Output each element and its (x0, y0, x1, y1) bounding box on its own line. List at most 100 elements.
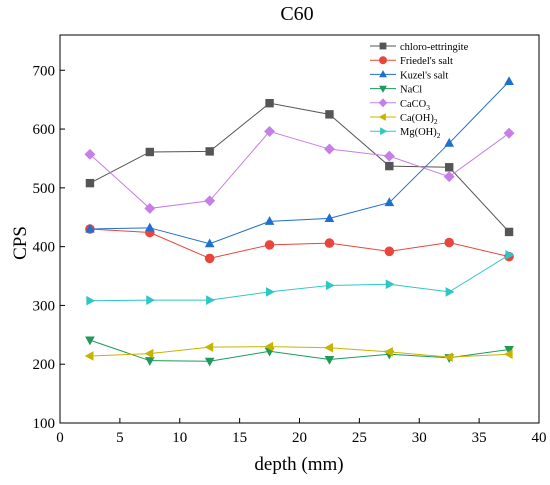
data-point-caco3 (323, 143, 335, 155)
series-layer (84, 76, 515, 367)
data-point-caco3 (443, 171, 455, 183)
series-line-nacl (89, 339, 510, 362)
data-point-chloro-ettringite (205, 147, 214, 156)
data-point-mg-oh-2 (325, 280, 335, 291)
series-mg-oh-2 (86, 250, 515, 306)
data-point-caco3 (204, 195, 216, 207)
data-point-chloro-ettringite (385, 161, 394, 171)
data-point-kuzel-s-salt (444, 137, 455, 147)
data-point-ca-oh-2 (84, 351, 94, 361)
series-ca-oh-2 (84, 341, 513, 362)
x-tick-label: 30 (412, 430, 427, 446)
legend-item-nacl: NaCl (370, 85, 422, 96)
legend-label: chloro-ettringite (400, 42, 469, 53)
series-line-friedel-s-salt (89, 228, 510, 259)
x-tick-label: 15 (232, 430, 247, 446)
legend-item-friedel-s-salt: Friedel's salt (370, 56, 453, 67)
y-tick-label: 100 (33, 416, 56, 432)
data-point-kuzel-s-salt (324, 213, 335, 222)
legend-label: CaCO3 (400, 99, 430, 112)
data-point-kuzel-s-salt (204, 238, 215, 248)
x-tick-label: 20 (292, 430, 307, 446)
series-kuzel-s-salt (85, 76, 514, 248)
x-tick-label: 40 (532, 430, 547, 446)
x-axis-title: depth (mm) (254, 454, 343, 475)
data-point-mg-oh-2 (385, 279, 395, 290)
legend-marker (379, 85, 387, 93)
legend-label: Mg(OH)2 (400, 127, 441, 140)
y-tick-label: 200 (33, 357, 56, 373)
data-point-nacl (504, 345, 514, 355)
data-point-friedel-s-salt (444, 237, 454, 248)
data-point-mg-oh-2 (445, 287, 455, 297)
legend-label: Ca(OH)2 (400, 113, 438, 126)
legend-item-chloro-ettringite: chloro-ettringite (370, 42, 469, 53)
data-point-mg-oh-2 (86, 295, 96, 306)
legend-marker (379, 42, 387, 50)
legend-marker (379, 70, 387, 78)
series-line-ca-oh-2 (89, 346, 510, 358)
data-point-ca-oh-2 (144, 348, 154, 359)
data-point-chloro-ettringite (444, 163, 454, 172)
x-tick-label: 10 (172, 430, 187, 446)
data-point-caco3 (84, 148, 96, 160)
data-point-chloro-ettringite (145, 147, 155, 157)
series-line-mg-oh-2 (89, 254, 510, 302)
axis-ticks: 0 5 10 15 20 25 30 35 40 100 200 300 400 500 600 700 (33, 63, 547, 446)
data-point-caco3 (503, 127, 515, 139)
data-point-nacl (204, 357, 215, 367)
legend-marker (380, 127, 388, 136)
legend-label: Friedel's salt (400, 56, 453, 67)
data-point-kuzel-s-salt (264, 216, 275, 225)
legend-item-ca-oh-2: Ca(OH)2 (370, 113, 438, 126)
data-point-caco3 (383, 150, 395, 162)
data-point-ca-oh-2 (264, 341, 274, 352)
data-point-mg-oh-2 (265, 287, 275, 297)
legend-item-kuzel-s-salt: Kuzel's salt (370, 70, 448, 81)
y-tick-label: 700 (33, 63, 56, 79)
x-tick-label: 5 (116, 430, 124, 446)
legend-item-caco3: CaCO3 (370, 98, 430, 112)
data-point-nacl (324, 355, 335, 365)
data-point-nacl (85, 336, 95, 346)
legend-item-mg-oh-2: Mg(OH)2 (370, 127, 441, 140)
x-tick-label: 0 (56, 430, 64, 446)
y-axis-title: CPS (10, 226, 31, 260)
series-line-caco3 (89, 130, 510, 209)
data-point-kuzel-s-salt (504, 76, 514, 86)
data-point-mg-oh-2 (505, 250, 515, 260)
series-caco3 (84, 125, 515, 214)
data-point-friedel-s-salt (324, 238, 335, 248)
data-point-kuzel-s-salt (144, 222, 155, 232)
y-tick-label: 300 (33, 298, 56, 314)
legend-label: Kuzel's salt (400, 70, 448, 81)
series-chloro-ettringite (85, 98, 514, 237)
chart-title: C60 (280, 3, 313, 25)
plot-frame (59, 34, 540, 424)
data-point-kuzel-s-salt (384, 197, 395, 207)
legend-marker (378, 113, 386, 121)
series-line-chloro-ettringite (89, 102, 510, 233)
data-point-mg-oh-2 (146, 295, 156, 305)
legend: chloro-ettringite Friedel's salt Kuzel's s… (370, 42, 469, 140)
data-point-chloro-ettringite (85, 178, 95, 188)
data-point-friedel-s-salt (384, 246, 395, 257)
x-tick-label: 35 (472, 430, 487, 446)
data-point-ca-oh-2 (443, 352, 453, 362)
legend-marker (379, 56, 387, 65)
data-point-nacl (144, 357, 155, 366)
data-point-ca-oh-2 (204, 342, 214, 352)
data-point-chloro-ettringite (325, 110, 334, 119)
data-point-caco3 (144, 202, 156, 214)
data-point-ca-oh-2 (324, 342, 334, 353)
data-point-friedel-s-salt (204, 253, 215, 264)
series-line-kuzel-s-salt (89, 81, 510, 245)
data-point-chloro-ettringite (504, 227, 514, 237)
data-point-friedel-s-salt (264, 240, 275, 250)
y-tick-label: 500 (33, 181, 56, 197)
data-point-mg-oh-2 (206, 295, 215, 305)
x-tick-label: 25 (352, 430, 367, 446)
data-point-kuzel-s-salt (85, 223, 95, 233)
